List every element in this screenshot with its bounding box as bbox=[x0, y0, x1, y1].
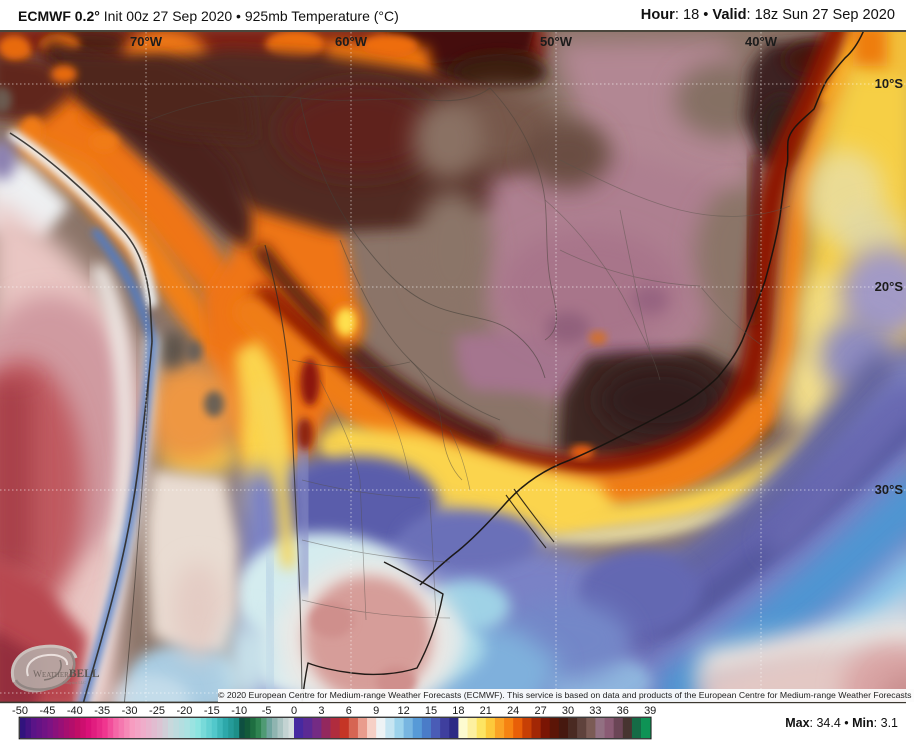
svg-text:36: 36 bbox=[617, 705, 629, 717]
svg-text:WEATHERBELL: WEATHERBELL bbox=[33, 668, 100, 680]
svg-text:-25: -25 bbox=[149, 705, 165, 717]
svg-text:12: 12 bbox=[397, 705, 409, 717]
svg-text:60°W: 60°W bbox=[335, 34, 368, 49]
svg-text:18: 18 bbox=[452, 705, 464, 717]
svg-text:-45: -45 bbox=[39, 705, 55, 717]
svg-text:-10: -10 bbox=[231, 705, 247, 717]
svg-text:-50: -50 bbox=[12, 705, 28, 717]
svg-text:40°W: 40°W bbox=[745, 34, 778, 49]
svg-text:50°W: 50°W bbox=[540, 34, 573, 49]
svg-text:0: 0 bbox=[291, 705, 297, 717]
svg-text:-35: -35 bbox=[94, 705, 110, 717]
svg-text:39: 39 bbox=[644, 705, 656, 717]
svg-text:6: 6 bbox=[346, 705, 352, 717]
svg-text:-5: -5 bbox=[262, 705, 272, 717]
svg-text:33: 33 bbox=[589, 705, 601, 717]
svg-text:70°W: 70°W bbox=[130, 34, 163, 49]
svg-text:21: 21 bbox=[480, 705, 492, 717]
svg-text:15: 15 bbox=[425, 705, 437, 717]
svg-text:27: 27 bbox=[534, 705, 546, 717]
svg-text:30: 30 bbox=[562, 705, 574, 717]
svg-text:-30: -30 bbox=[122, 705, 138, 717]
svg-text:10°S: 10°S bbox=[875, 76, 904, 91]
svg-text:9: 9 bbox=[373, 705, 379, 717]
svg-text:-20: -20 bbox=[176, 705, 192, 717]
svg-text:-15: -15 bbox=[204, 705, 220, 717]
svg-text:3: 3 bbox=[318, 705, 324, 717]
svg-text:-40: -40 bbox=[67, 705, 83, 717]
svg-text:24: 24 bbox=[507, 705, 519, 717]
svg-text:20°S: 20°S bbox=[875, 279, 904, 294]
svg-text:30°S: 30°S bbox=[875, 482, 904, 497]
svg-text:Analytics LLC: Analytics LLC bbox=[62, 680, 86, 685]
